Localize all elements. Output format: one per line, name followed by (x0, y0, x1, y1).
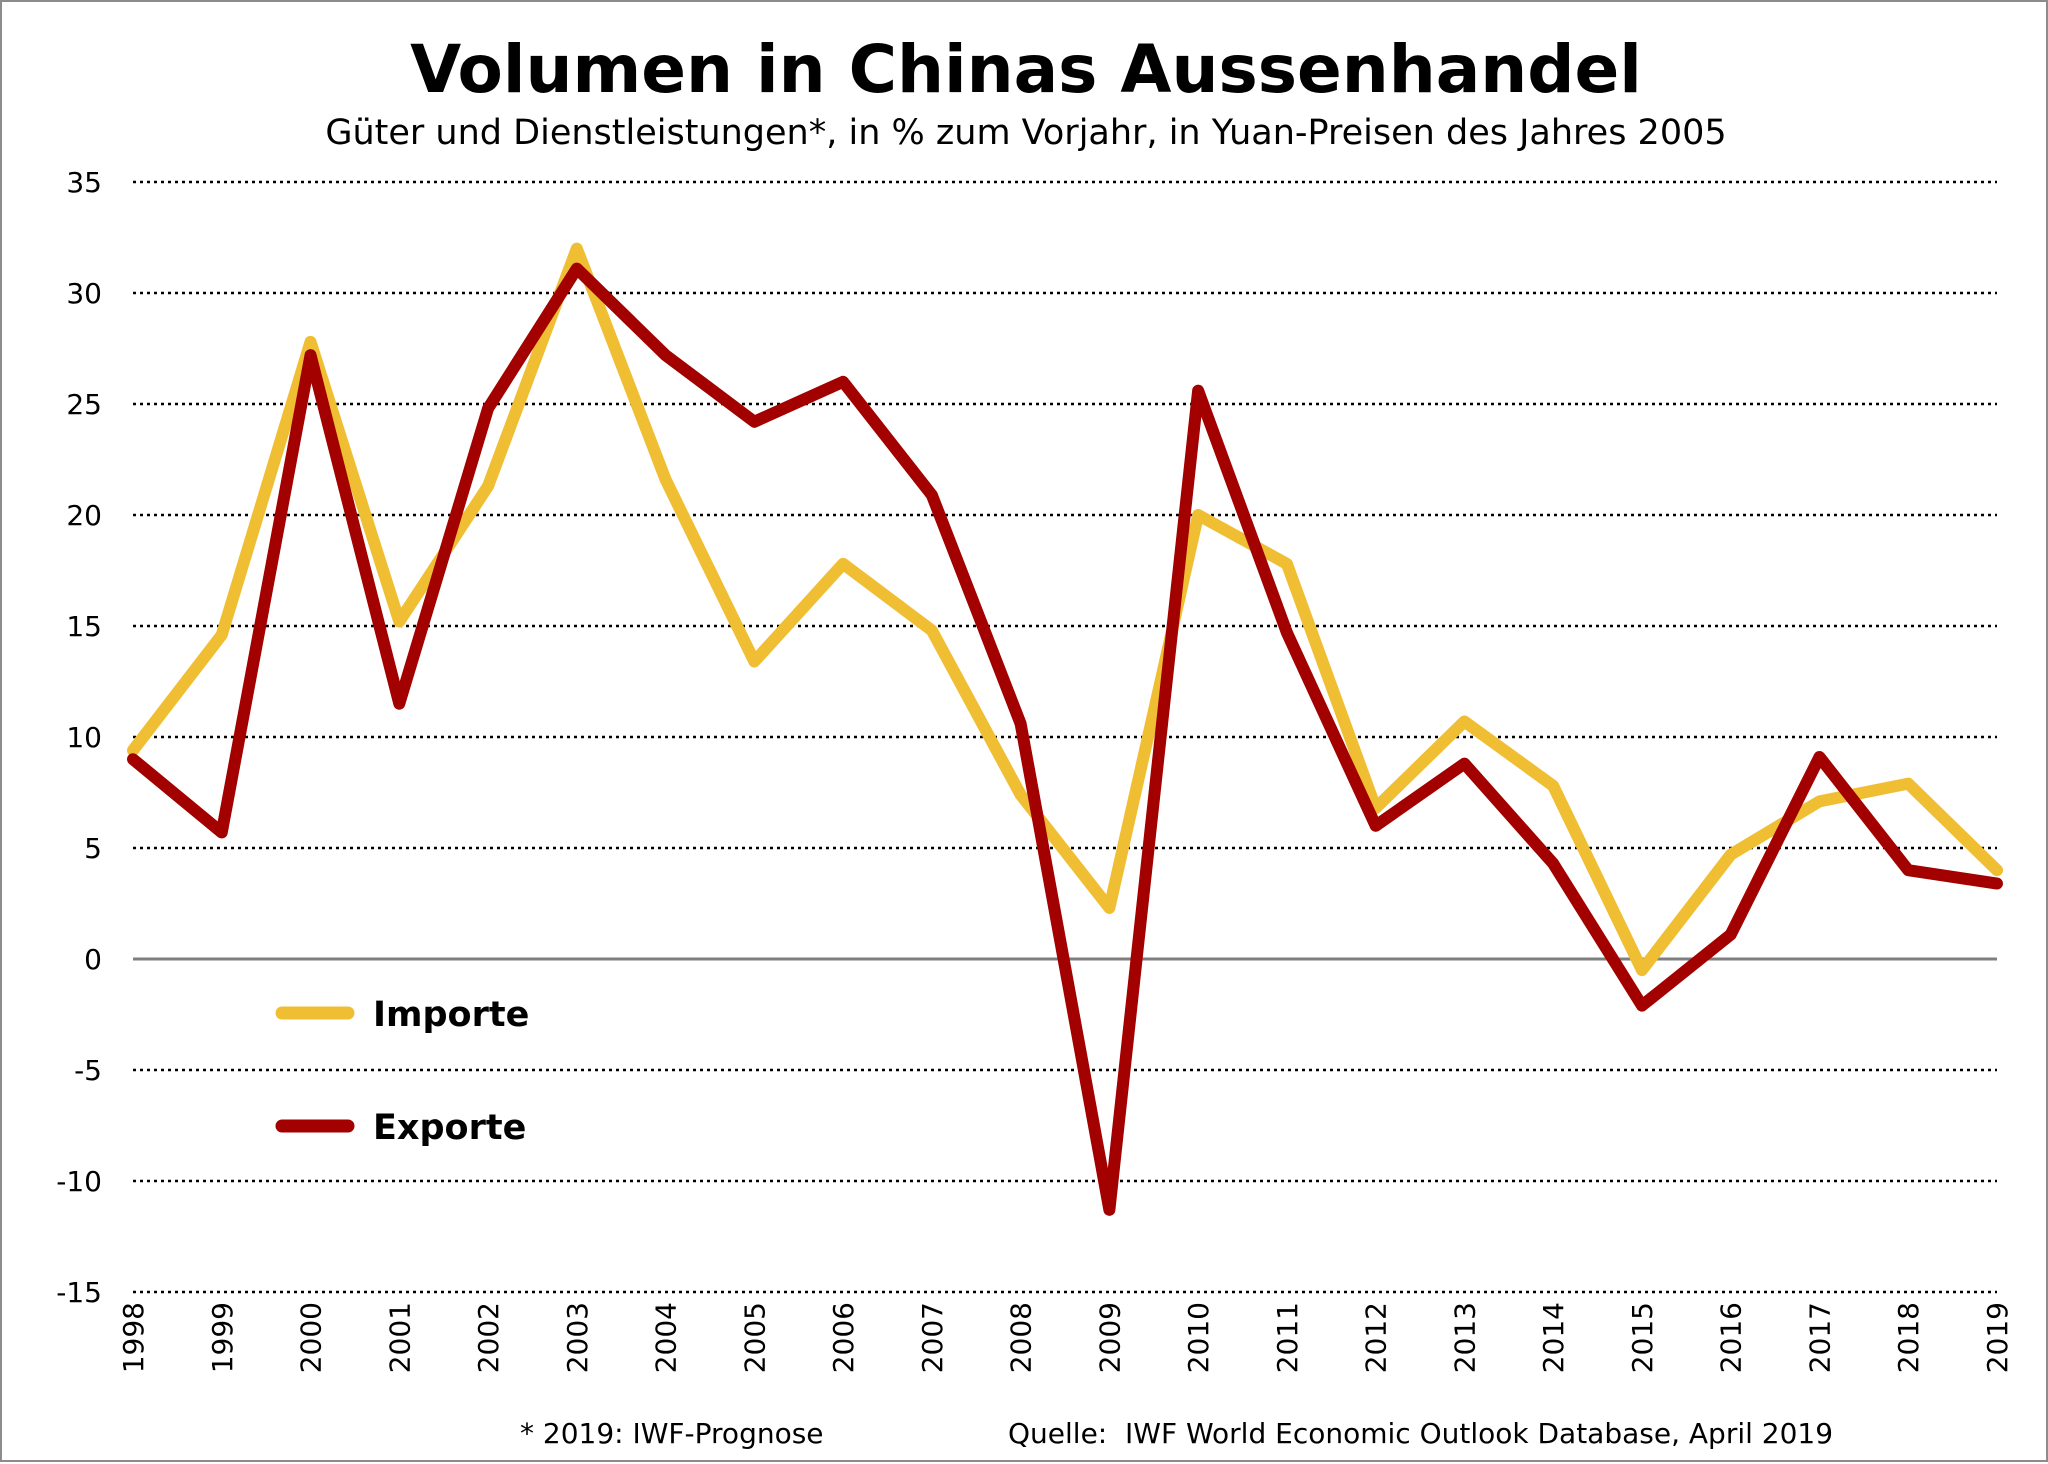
data-point-importe (663, 477, 668, 482)
x-tick-label: 2000 (295, 1302, 328, 1373)
legend: Importe Exporte (275, 995, 529, 1148)
data-point-importe (1995, 868, 1999, 873)
data-point-exporte (1906, 868, 1911, 873)
data-point-exporte (574, 266, 579, 271)
data-point-importe (1551, 783, 1556, 788)
x-tick-label: 2015 (1626, 1302, 1659, 1373)
y-tick-label: 10 (66, 721, 102, 754)
x-tick-label: 2009 (1093, 1302, 1126, 1373)
series-line-importe (127, 242, 2003, 977)
data-point-importe (1728, 852, 1733, 857)
data-point-importe (219, 632, 224, 637)
data-point-importe (929, 628, 934, 633)
x-tick-label: 2016 (1715, 1302, 1748, 1373)
data-point-exporte (1018, 721, 1023, 726)
data-point-exporte (1728, 932, 1733, 937)
source-note: Quelle: IWF World Economic Outlook Datab… (1008, 1417, 1833, 1450)
x-tick-label: 2004 (650, 1302, 683, 1373)
legend-label-importe: Importe (373, 995, 529, 1035)
data-point-importe (131, 748, 135, 753)
data-point-importe (1906, 781, 1911, 786)
y-tick-label: -10 (56, 1165, 102, 1198)
y-tick-label: 30 (66, 277, 102, 310)
x-tick-label: 2002 (472, 1302, 505, 1373)
x-tick-label: 2014 (1537, 1302, 1570, 1373)
x-tick-label: 2012 (1360, 1302, 1393, 1373)
chart-title: Volumen in Chinas Aussenhandel (410, 31, 1642, 108)
data-point-exporte (929, 493, 934, 498)
y-tick-label: -5 (74, 1054, 102, 1087)
y-tick-label: 20 (66, 499, 102, 532)
data-point-importe (1018, 792, 1023, 797)
data-point-exporte (663, 353, 668, 358)
legend-label-exporte: Exporte (373, 1108, 526, 1148)
x-tick-label: 2017 (1803, 1302, 1836, 1373)
series-lines (127, 242, 2003, 1216)
data-point-importe (1462, 719, 1467, 724)
x-tick-label: 2018 (1892, 1302, 1925, 1373)
data-point-exporte (397, 701, 402, 706)
x-tick-label: 2007 (916, 1302, 949, 1373)
data-point-importe (752, 659, 757, 664)
data-point-exporte (1373, 823, 1378, 828)
series-line-exporte (127, 262, 2003, 1216)
y-tick-label: 25 (66, 388, 102, 421)
y-tick-label: -15 (56, 1276, 102, 1309)
y-tick-label: 0 (84, 943, 102, 976)
x-tick-label: 2001 (383, 1302, 416, 1373)
chart-subtitle: Güter und Dienstleistungen*, in % zum Vo… (325, 113, 1726, 153)
data-point-importe (1196, 513, 1201, 517)
data-point-exporte (308, 353, 313, 358)
data-point-exporte (1107, 1207, 1112, 1212)
data-point-exporte (219, 830, 224, 835)
data-point-exporte (486, 406, 491, 411)
x-tick-label: 2005 (738, 1302, 771, 1373)
x-tick-label: 1999 (206, 1302, 239, 1373)
x-axis-ticks: 1998 1999 2000 2001 2002 2003 2004 2005 2006 2007… (117, 1302, 2014, 1373)
data-point-importe (308, 339, 313, 344)
data-point-exporte (841, 379, 846, 384)
y-tick-label: 5 (84, 832, 102, 865)
data-point-importe (841, 561, 846, 566)
data-point-exporte (1817, 754, 1822, 759)
x-tick-label: 2011 (1271, 1302, 1304, 1373)
data-point-exporte (1462, 761, 1467, 766)
data-point-importe (1284, 561, 1289, 566)
data-point-exporte (1284, 630, 1289, 635)
x-tick-label: 2019 (1981, 1302, 2014, 1373)
footnote: * 2019: IWF-Prognose (520, 1417, 824, 1450)
x-tick-label: 2010 (1182, 1302, 1215, 1373)
data-point-importe (486, 484, 491, 489)
data-point-exporte (131, 757, 135, 762)
data-point-exporte (1639, 1003, 1644, 1008)
y-tick-label: 35 (66, 166, 102, 199)
y-tick-label: 15 (66, 610, 102, 643)
data-point-importe (1817, 799, 1822, 804)
x-tick-label: 2003 (561, 1302, 594, 1373)
data-point-exporte (1196, 388, 1201, 393)
data-point-importe (1639, 968, 1644, 973)
x-tick-label: 1998 (117, 1302, 150, 1373)
data-point-exporte (752, 419, 757, 424)
x-tick-label: 2006 (827, 1302, 860, 1373)
data-point-importe (574, 246, 579, 251)
x-tick-label: 2013 (1448, 1302, 1481, 1373)
data-point-importe (397, 619, 402, 624)
x-tick-label: 2008 (1005, 1302, 1038, 1373)
data-point-exporte (1551, 861, 1556, 866)
data-point-importe (1107, 905, 1112, 910)
data-point-importe (1373, 806, 1378, 811)
data-point-exporte (1995, 881, 1999, 886)
y-axis-ticks: 35 30 25 20 15 10 5 0 -5 -10 -15 (56, 166, 102, 1309)
